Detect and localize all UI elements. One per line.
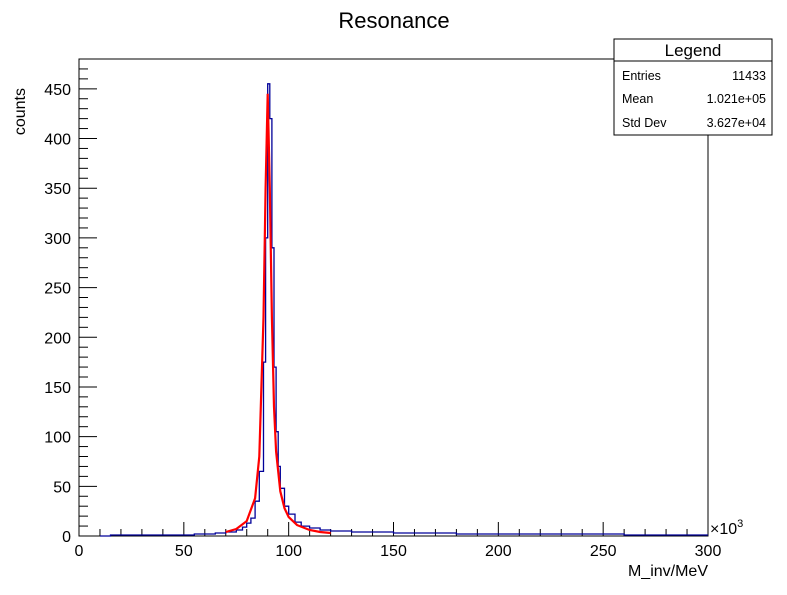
stats-box: Legend Entries 11433 Mean 1.021e+05 Std … (613, 38, 773, 136)
y-axis: 0 50 100 150 200 250 300 350 400 450 (44, 58, 97, 546)
y-tick-label: 350 (44, 181, 71, 198)
fit-curve (225, 93, 331, 535)
y-tick-label: 200 (44, 330, 71, 347)
stats-stddev-value: 3.627e+04 (707, 116, 766, 130)
y-tick-label: 50 (53, 479, 71, 496)
x-axis-multiplier-exp: 3 (737, 518, 743, 530)
x-tick-label: 100 (275, 543, 302, 560)
x-axis-multiplier-base: ×10 (710, 521, 737, 538)
x-tick-label: 300 (695, 543, 722, 560)
x-axis: 0 50 100 150 200 250 300 (75, 522, 722, 560)
stats-stddev-label: Std Dev (622, 116, 667, 130)
stats-mean-label: Mean (622, 92, 653, 106)
stats-entries-value: 11433 (732, 69, 766, 83)
stats-mean-value: 1.021e+05 (707, 92, 766, 106)
x-tick-label: 200 (485, 543, 512, 560)
y-tick-label: 0 (62, 529, 71, 546)
histogram-series (100, 83, 708, 537)
y-tick-label: 400 (44, 132, 71, 149)
y-tick-label: 250 (44, 281, 71, 298)
y-tick-label: 450 (44, 82, 71, 99)
stats-box-frame (613, 38, 773, 136)
x-tick-label: 0 (75, 543, 84, 560)
stats-box-title: Legend (665, 41, 722, 60)
y-axis-label: counts (12, 88, 29, 135)
x-tick-label: 150 (380, 543, 407, 560)
x-tick-label: 250 (590, 543, 617, 560)
x-axis-label: M_inv/MeV (628, 563, 708, 580)
x-tick-label: 50 (175, 543, 193, 560)
y-tick-label: 100 (44, 430, 71, 447)
y-tick-label: 150 (44, 380, 71, 397)
y-tick-label: 300 (44, 231, 71, 248)
stats-entries-label: Entries (622, 69, 661, 83)
chart-title: Resonance (338, 8, 449, 33)
x-axis-multiplier: ×103 (710, 518, 743, 538)
